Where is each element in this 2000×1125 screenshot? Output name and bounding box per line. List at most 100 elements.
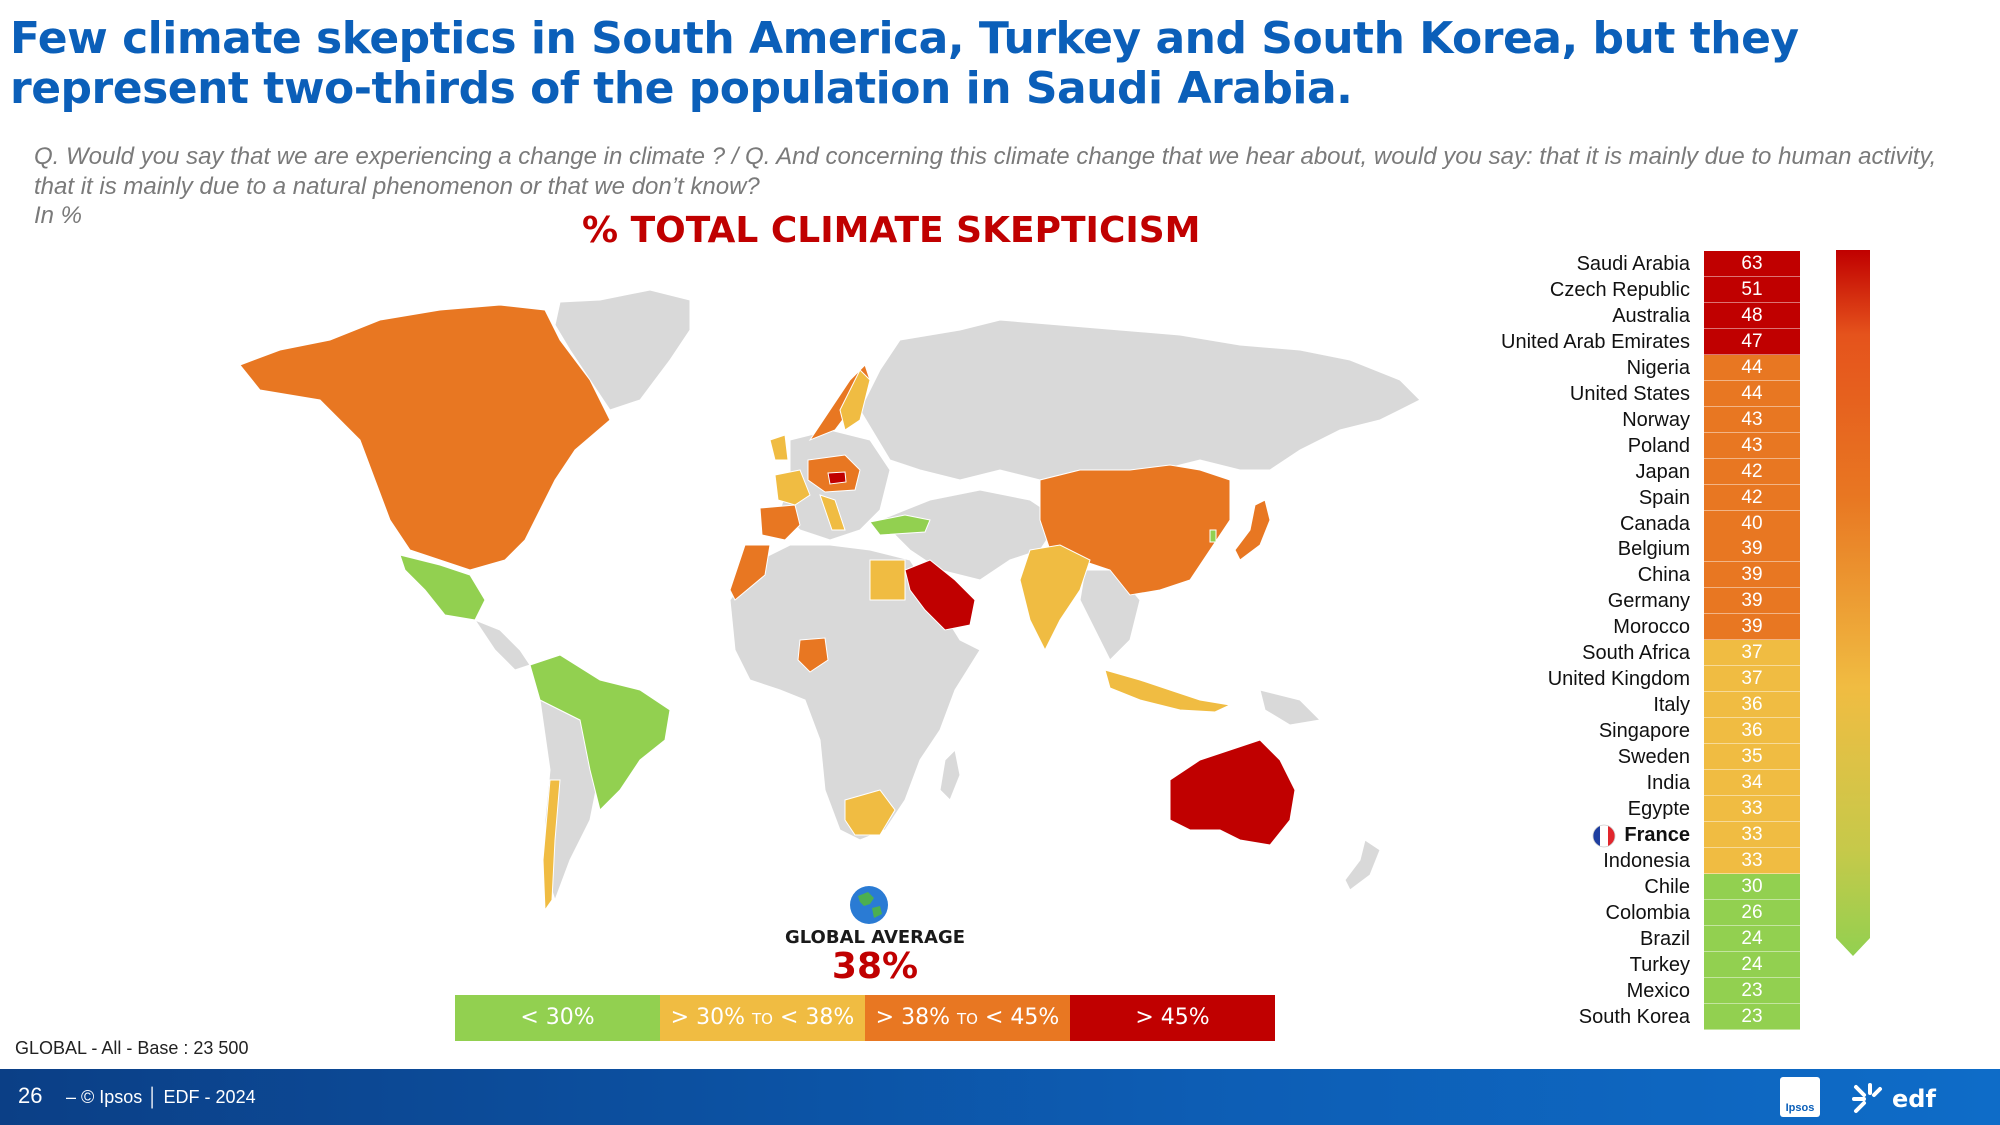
country-name: Saudi Arabia xyxy=(1576,253,1690,275)
table-row: Czech Republic 51 xyxy=(1430,276,1800,303)
value-cell: 42 xyxy=(1704,484,1800,511)
table-row: Sweden 35 xyxy=(1430,744,1800,771)
country-label: Czech Republic xyxy=(1550,277,1690,303)
value-cell: 37 xyxy=(1704,640,1800,667)
value-cell: 24 xyxy=(1704,951,1800,978)
value-cell: 33 xyxy=(1704,847,1800,874)
value-cell: 23 xyxy=(1704,977,1800,1004)
country-name: Turkey xyxy=(1629,953,1690,976)
country-name: Nigeria xyxy=(1626,356,1690,379)
country-label: Japan xyxy=(1636,459,1691,485)
table-row: Brazil 24 xyxy=(1430,925,1800,952)
value-cell: 39 xyxy=(1704,588,1800,615)
country-label: Brazil xyxy=(1640,926,1690,952)
map-south-africa xyxy=(844,789,896,836)
value-cell: 26 xyxy=(1704,899,1800,926)
legend-item-30-38: > 30% TO < 38% xyxy=(660,995,865,1041)
table-row: Singapore 36 xyxy=(1430,718,1800,745)
country-label: South Korea xyxy=(1579,1004,1690,1030)
legend-to: TO xyxy=(752,1010,773,1028)
country-label: Norway xyxy=(1622,407,1690,433)
country-label: Singapore xyxy=(1599,718,1690,744)
country-name: Germany xyxy=(1607,590,1690,613)
value-cell: 42 xyxy=(1704,458,1800,485)
legend-label: > 45% xyxy=(1135,1005,1210,1030)
value-cell: 24 xyxy=(1704,925,1800,952)
color-legend: < 30% > 30% TO < 38% > 38% TO < 45% > 45… xyxy=(455,995,1275,1041)
table-row: United Arab Emirates 47 xyxy=(1430,328,1800,355)
map-indonesia xyxy=(1104,669,1232,713)
table-row: India 34 xyxy=(1430,770,1800,796)
country-label: United States xyxy=(1570,381,1690,407)
country-label: Saudi Arabia xyxy=(1577,251,1690,277)
country-name: Norway xyxy=(1622,408,1690,431)
map-turkey xyxy=(869,514,931,536)
country-name: Italy xyxy=(1653,694,1690,717)
country-label: Indonesia xyxy=(1603,848,1690,874)
country-name: Brazil xyxy=(1639,927,1690,950)
table-row: Spain 42 xyxy=(1430,484,1800,511)
map-japan xyxy=(1234,499,1271,561)
value-cell: 43 xyxy=(1704,432,1800,459)
country-label: Nigeria xyxy=(1627,355,1690,381)
table-row: Indonesia 33 xyxy=(1430,847,1800,874)
value-cell: 44 xyxy=(1704,354,1800,381)
country-name: Egypte xyxy=(1627,797,1690,820)
value-cell: 35 xyxy=(1704,744,1800,771)
country-name: Australia xyxy=(1612,304,1690,327)
country-label: United Arab Emirates xyxy=(1501,329,1690,355)
page-title: Few climate skeptics in South America, T… xyxy=(10,13,1799,114)
map-mexico xyxy=(399,554,486,621)
table-row: Colombia 26 xyxy=(1430,899,1800,926)
table-row: Japan 42 xyxy=(1430,458,1800,485)
country-name: Colombia xyxy=(1605,901,1690,924)
table-row: Chile 30 xyxy=(1430,873,1800,900)
survey-question: Q. Would you say that we are experiencin… xyxy=(34,143,1937,200)
table-row: Morocco 39 xyxy=(1430,614,1800,641)
country-label: Poland xyxy=(1628,433,1690,459)
value-cell: 33 xyxy=(1704,821,1800,848)
edf-logo: edf xyxy=(1850,1081,1960,1115)
value-cell: 40 xyxy=(1704,510,1800,537)
table-row: Germany 39 xyxy=(1430,588,1800,615)
map-sweden xyxy=(839,369,871,431)
country-label: Chile xyxy=(1644,874,1690,900)
country-label: Italy xyxy=(1653,692,1690,718)
country-label: China xyxy=(1638,562,1690,588)
table-row: Turkey 24 xyxy=(1430,951,1800,978)
country-name: Belgium xyxy=(1617,538,1690,561)
value-cell: 39 xyxy=(1704,536,1800,563)
country-label: Morocco xyxy=(1613,614,1690,640)
country-name: Poland xyxy=(1627,434,1690,457)
map-chile xyxy=(542,779,561,912)
map-czech-republic xyxy=(827,471,847,485)
table-row: United States 44 xyxy=(1430,380,1800,407)
table-row: Nigeria 44 xyxy=(1430,354,1800,381)
value-cell: 48 xyxy=(1704,302,1800,329)
value-cell: 51 xyxy=(1704,276,1800,303)
country-name: Spain xyxy=(1638,486,1690,509)
country-name: Czech Republic xyxy=(1549,278,1690,301)
table-row: Poland 43 xyxy=(1430,432,1800,459)
legend-label: > 30% xyxy=(670,1005,745,1030)
country-label: Egypte xyxy=(1628,796,1690,822)
legend-to: TO xyxy=(957,1010,978,1028)
globe-icon xyxy=(850,886,888,924)
table-row: Egypte 33 xyxy=(1430,795,1800,822)
value-cell: 36 xyxy=(1704,692,1800,719)
value-cell: 36 xyxy=(1704,718,1800,745)
unit-label: In % xyxy=(34,202,83,229)
country-name: United Kingdom xyxy=(1547,668,1690,691)
country-name: China xyxy=(1637,564,1690,587)
map-africa xyxy=(729,544,981,841)
country-label: India xyxy=(1647,770,1690,796)
country-name: South Africa xyxy=(1582,642,1690,665)
page-number: 26 xyxy=(18,1083,43,1108)
table-row: Belgium 39 xyxy=(1430,536,1800,563)
country-name: South Korea xyxy=(1578,1005,1690,1028)
country-label: Australia xyxy=(1612,303,1690,329)
country-name: United States xyxy=(1569,382,1690,405)
country-label: Belgium xyxy=(1618,536,1690,562)
map-new-zealand xyxy=(1344,839,1381,891)
country-name: India xyxy=(1646,772,1690,794)
